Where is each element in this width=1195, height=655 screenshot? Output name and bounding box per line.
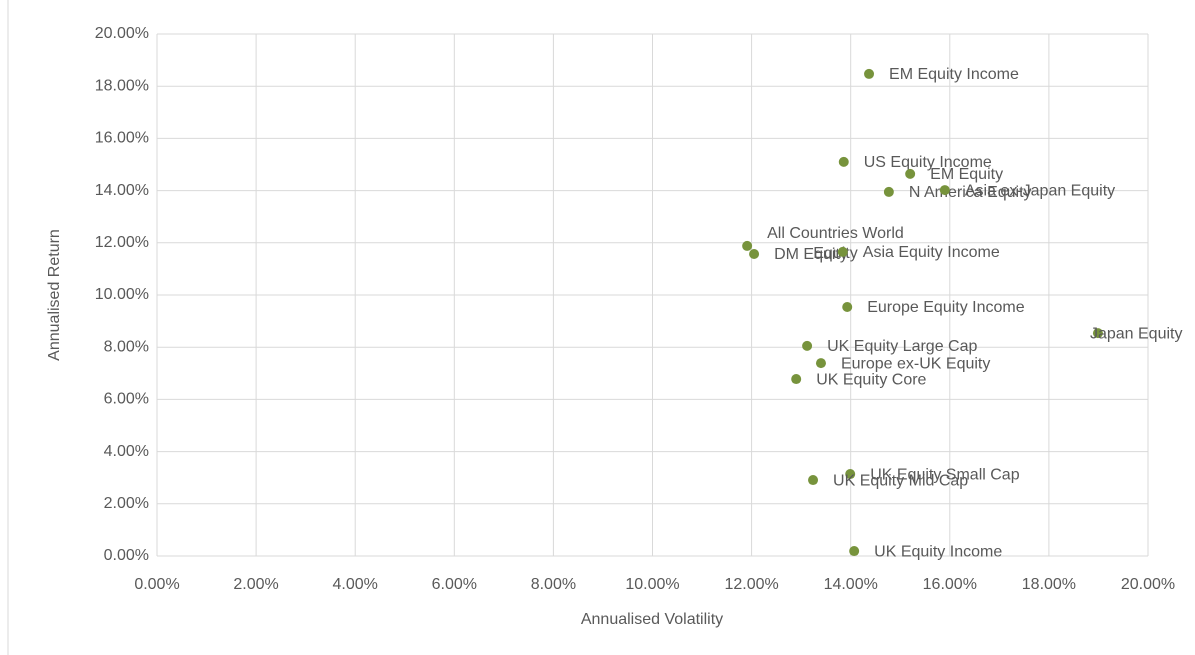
x-axis-title: Annualised Volatility — [581, 611, 723, 628]
x-tick-label: 0.00% — [134, 576, 179, 593]
point-label: Europe Equity Income — [867, 299, 1025, 316]
point-label: UK Equity Core — [816, 371, 926, 388]
x-tick-label: 8.00% — [531, 576, 576, 593]
y-tick-label: 8.00% — [104, 338, 149, 355]
x-tick-label: 10.00% — [625, 576, 679, 593]
point-label: UK Equity Small Cap — [870, 466, 1019, 483]
point — [1092, 328, 1103, 339]
y-tick-label: 12.00% — [95, 234, 149, 251]
point-label: DM Equity — [774, 246, 848, 263]
y-tick-label: 10.00% — [95, 286, 149, 303]
point — [808, 475, 819, 486]
point — [837, 246, 848, 257]
point-label: All Countries World — [767, 225, 904, 242]
point-label: EM Equity — [930, 166, 1003, 183]
point-label: Europe ex-UK Equity — [841, 355, 990, 372]
point-label: Japan Equity — [1090, 325, 1183, 342]
x-tick-label: 2.00% — [233, 576, 278, 593]
point-label: Asia Equity Income — [863, 244, 1000, 261]
x-tick-label: 18.00% — [1022, 576, 1076, 593]
y-tick-label: 14.00% — [95, 182, 149, 199]
point-label: US Equity Income — [864, 154, 992, 171]
point-label: N America Equity — [909, 184, 1032, 201]
point — [791, 374, 802, 385]
y-tick-label: 0.00% — [104, 547, 149, 564]
x-tick-label: 16.00% — [923, 576, 977, 593]
y-tick-label: 2.00% — [104, 495, 149, 512]
point-label: Asia ex-Japan Equity — [965, 182, 1115, 199]
y-tick-label: 18.00% — [95, 77, 149, 94]
point — [845, 469, 856, 480]
point — [802, 340, 813, 351]
x-tick-label: 6.00% — [432, 576, 477, 593]
point — [905, 168, 916, 179]
point-label: EM Equity Income — [889, 66, 1019, 83]
y-axis-title: Annualised Return — [46, 229, 63, 361]
point — [742, 240, 753, 251]
x-tick-label: 4.00% — [333, 576, 378, 593]
point-label: UK Equity Income — [874, 543, 1002, 560]
point — [939, 185, 950, 196]
point — [864, 68, 875, 79]
y-tick-label: 16.00% — [95, 130, 149, 147]
point — [849, 546, 860, 557]
point — [749, 249, 760, 260]
point — [842, 302, 853, 313]
y-tick-label: 4.00% — [104, 443, 149, 460]
point — [883, 186, 894, 197]
x-tick-label: 14.00% — [824, 576, 878, 593]
x-tick-label: 12.00% — [724, 576, 778, 593]
y-tick-label: 6.00% — [104, 391, 149, 408]
point — [838, 156, 849, 167]
x-tick-label: 20.00% — [1121, 576, 1175, 593]
point-label: UK Equity Large Cap — [827, 338, 977, 355]
point — [815, 358, 826, 369]
y-tick-label: 20.00% — [95, 25, 149, 42]
point-label: UK Equity Mid Cap — [833, 472, 968, 489]
